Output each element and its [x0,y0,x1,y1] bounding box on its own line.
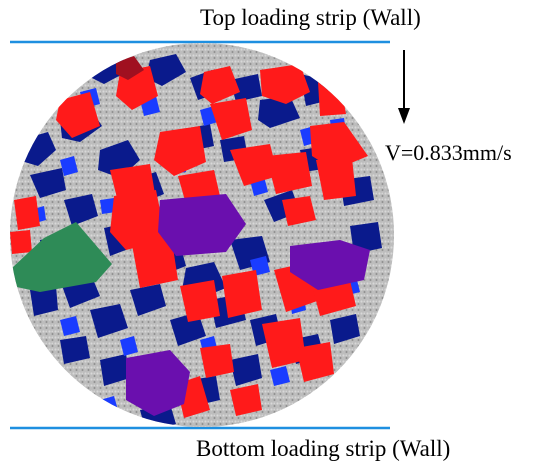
velocity-arrow [398,50,410,124]
purple-aggregates [126,194,370,416]
green-aggregate [12,222,112,292]
bottom-wall-label: Bottom loading strip (Wall) [196,436,451,461]
top-wall-label: Top loading strip (Wall) [200,5,421,30]
dark-red-aggregate [116,56,144,80]
velocity-label: V=0.833mm/s [385,140,512,165]
concrete-specimen [10,43,394,427]
